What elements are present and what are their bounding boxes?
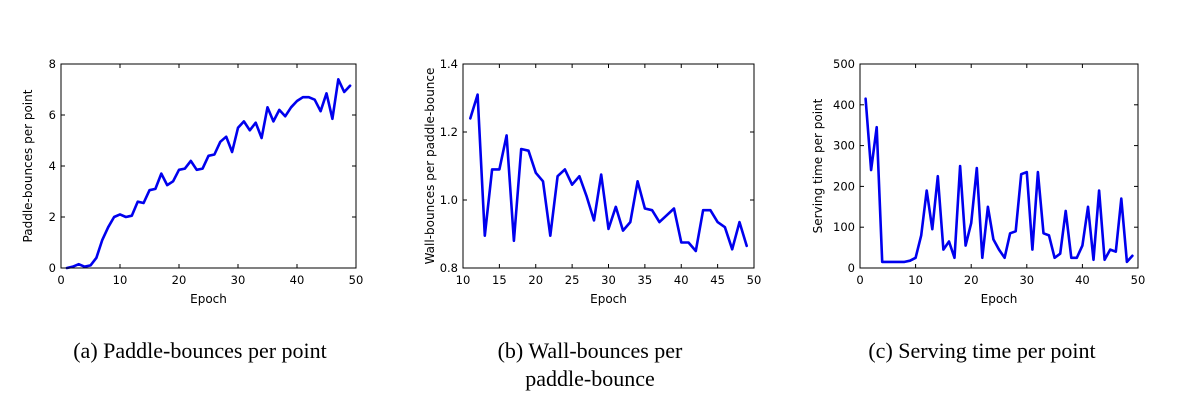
x-tick-label-1-5: 35 xyxy=(638,273,653,287)
y-tick-label-1-0: 0.8 xyxy=(440,261,458,275)
x-tick-label-1-4: 30 xyxy=(601,273,616,287)
y-tick-label-0-1: 2 xyxy=(49,210,56,224)
x-tick-label-1-1: 15 xyxy=(492,273,507,287)
y-tick-label-2-1: 100 xyxy=(833,220,855,234)
y-axis-label-0: Paddle-bounces per point xyxy=(21,89,35,242)
figure-caption-1: (b) Wall-bounces per paddle-bounce xyxy=(498,338,683,391)
plot-frame-0 xyxy=(60,63,357,269)
plot-frame-1 xyxy=(462,63,755,269)
x-tick-label-0-0: 0 xyxy=(57,273,64,287)
x-tick-label-2-3: 30 xyxy=(1019,273,1034,287)
plot-frame-2 xyxy=(859,63,1139,269)
y-tick-label-0-2: 4 xyxy=(49,159,56,173)
y-tick-label-2-3: 300 xyxy=(833,139,855,153)
x-tick-label-2-4: 40 xyxy=(1075,273,1090,287)
chart-0: 0 10 20 30 40 50 0 2 4 6 8 Epoch Paddle-bounces per … xyxy=(21,57,363,363)
y-tick-label-2-2: 200 xyxy=(833,179,855,193)
y-tick-label-1-3: 1.4 xyxy=(440,57,458,71)
y-tick-label-2-5: 500 xyxy=(833,57,855,71)
x-tick-label-1-8: 50 xyxy=(747,273,762,287)
x-tick-label-1-7: 45 xyxy=(710,273,725,287)
x-tick-label-0-4: 40 xyxy=(290,273,305,287)
y-tick-label-1-2: 1.2 xyxy=(440,125,458,139)
x-tick-label-2-5: 50 xyxy=(1131,273,1146,287)
x-tick-label-1-0: 10 xyxy=(456,273,471,287)
y-tick-label-2-4: 400 xyxy=(833,98,855,112)
y-tick-label-0-3: 6 xyxy=(49,108,56,122)
x-tick-label-0-1: 10 xyxy=(113,273,128,287)
x-tick-label-2-1: 10 xyxy=(908,273,923,287)
x-axis-label-0: Epoch xyxy=(190,292,227,306)
x-tick-label-1-2: 20 xyxy=(528,273,543,287)
x-tick-label-0-2: 20 xyxy=(172,273,187,287)
x-tick-label-0-5: 50 xyxy=(349,273,364,287)
y-tick-label-0-0: 0 xyxy=(49,261,56,275)
figure-caption-2: (c) Serving time per point xyxy=(868,338,1095,363)
y-tick-label-2-0: 0 xyxy=(848,261,855,275)
series-line-1 xyxy=(468,93,749,253)
x-tick-label-2-0: 0 xyxy=(856,273,863,287)
x-tick-label-2-2: 20 xyxy=(964,273,979,287)
y-tick-label-0-4: 8 xyxy=(49,57,56,71)
series-line-0 xyxy=(65,78,352,270)
y-axis-label-2: Serving time per point xyxy=(811,98,825,233)
y-axis-label-1: Wall-bounces per paddle-bounce xyxy=(423,68,437,265)
x-tick-label-1-6: 40 xyxy=(674,273,689,287)
figure-caption-0: (a) Paddle-bounces per point xyxy=(73,338,327,363)
x-axis-label-2: Epoch xyxy=(981,292,1018,306)
chart-2: 0 10 20 30 40 500100200300400500EpochServing … xyxy=(811,57,1145,363)
chart-1: 10 15 20 25 30 35 40 45 50 0.8 1.0 1.2 1.4 Epoch Wall-… xyxy=(423,57,761,391)
x-tick-label-0-3: 30 xyxy=(231,273,246,287)
x-axis-label-1: Epoch xyxy=(590,292,627,306)
series-line-2 xyxy=(864,97,1134,264)
y-tick-label-1-1: 1.0 xyxy=(440,193,458,207)
x-tick-label-1-3: 25 xyxy=(565,273,580,287)
